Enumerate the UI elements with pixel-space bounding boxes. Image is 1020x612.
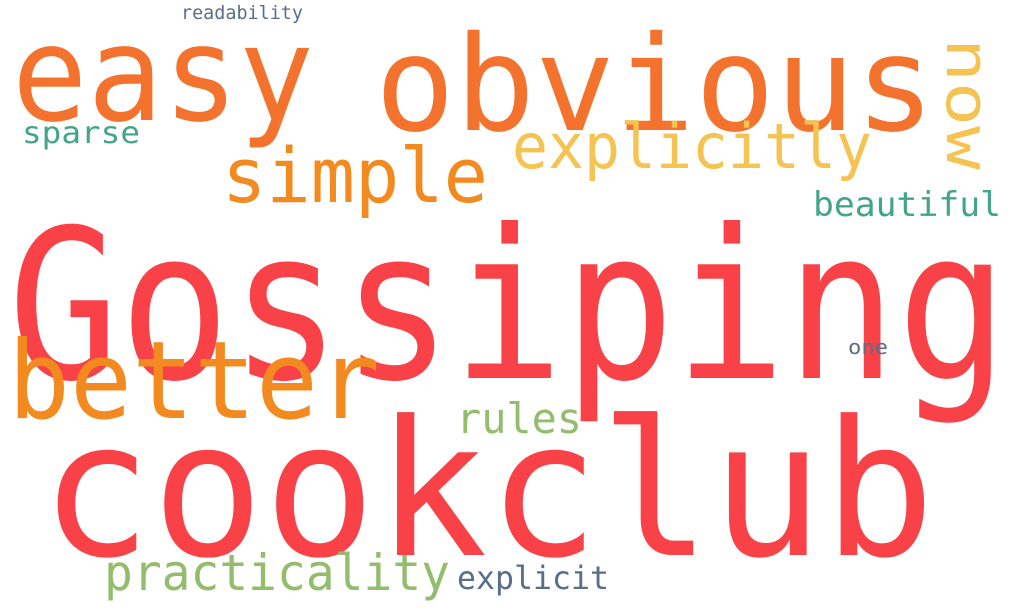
word-readability: readability bbox=[181, 2, 303, 24]
word-easy: easy bbox=[12, 0, 314, 152]
word-explicitly: explicitly bbox=[512, 110, 872, 183]
word-better: better bbox=[8, 319, 380, 444]
word-cookclub: cookclub bbox=[40, 381, 935, 600]
word-simple: simple bbox=[222, 131, 488, 220]
word-one: one bbox=[848, 335, 888, 359]
word-explicit: explicit bbox=[457, 559, 609, 597]
word-gossiping: Gossiping bbox=[8, 186, 1008, 428]
word-now: now bbox=[932, 38, 1002, 171]
word-practicality: practicality bbox=[104, 544, 450, 602]
word-sparse: sparse bbox=[22, 116, 140, 151]
word-obvious: obvious bbox=[375, 8, 935, 162]
word-rules: rules bbox=[456, 394, 582, 443]
word-beautiful: beautiful bbox=[813, 185, 1001, 225]
